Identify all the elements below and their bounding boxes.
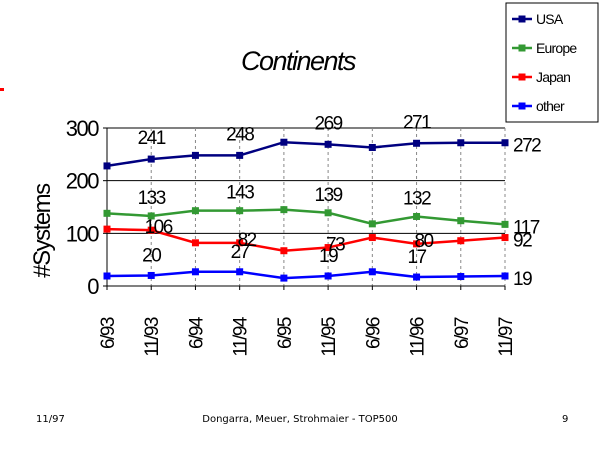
data-point-europe <box>501 220 509 228</box>
series-layer <box>103 138 509 282</box>
data-point-europe <box>457 217 465 225</box>
data-point-other <box>413 273 421 281</box>
data-point-usa <box>147 155 155 163</box>
data-point-other <box>236 268 244 276</box>
data-label: 133 <box>138 188 166 209</box>
x-tick-label: 6/96 <box>363 317 384 349</box>
data-label: 19 <box>513 269 532 290</box>
data-point-japan <box>103 225 111 233</box>
data-point-usa <box>236 151 244 159</box>
data-label: 73 <box>326 235 345 256</box>
series-line-japan <box>106 227 506 252</box>
data-label: 248 <box>226 124 254 145</box>
data-label: 20 <box>142 245 161 266</box>
data-point-usa <box>191 151 199 159</box>
data-point-japan <box>324 244 332 252</box>
footer-date: 11/97 <box>36 414 65 425</box>
data-point-europe <box>413 212 421 220</box>
data-label: 19 <box>319 246 338 267</box>
data-point-other <box>501 272 509 280</box>
legend-entry-japan: Japan <box>536 69 570 85</box>
data-label: 272 <box>513 136 541 157</box>
data-point-europe <box>280 206 288 214</box>
data-label: 269 <box>315 113 343 134</box>
data-point-usa <box>368 143 376 151</box>
data-point-other <box>103 272 111 280</box>
data-point-usa <box>280 138 288 146</box>
data-point-europe <box>103 209 111 217</box>
data-point-japan <box>147 226 155 234</box>
data-point-usa <box>457 139 465 147</box>
data-label: 143 <box>226 183 254 204</box>
series-line-europe <box>106 208 506 226</box>
y-tick-label: 200 <box>66 169 99 194</box>
x-tick-label: 11/93 <box>142 317 163 357</box>
data-label: 241 <box>138 128 166 149</box>
data-point-europe <box>236 207 244 215</box>
legend-entry-europe: Europe <box>536 40 577 56</box>
data-label: 80 <box>414 231 433 252</box>
series-line-usa <box>106 140 505 168</box>
x-tick-label: 11/95 <box>319 317 340 357</box>
data-point-japan <box>501 234 509 242</box>
data-point-europe <box>368 220 376 228</box>
data-point-other <box>147 271 155 279</box>
data-label: 17 <box>407 247 426 268</box>
series-line-other <box>106 270 506 280</box>
legend-swatch-marker <box>518 15 526 23</box>
data-point-other <box>324 272 332 280</box>
chart-title: Continents <box>241 46 356 76</box>
x-tick-label: 6/93 <box>98 317 119 349</box>
data-label: 27 <box>231 242 250 263</box>
data-label: 117 <box>513 217 540 238</box>
legend-swatch-marker <box>518 73 526 81</box>
data-point-japan <box>368 234 376 242</box>
x-tick-label: 11/97 <box>496 317 517 357</box>
data-point-other <box>457 273 465 281</box>
y-tick-label: 300 <box>66 116 99 141</box>
legend-entry-usa: USA <box>536 11 564 27</box>
data-point-usa <box>413 139 421 147</box>
y-tick-label: 0 <box>87 274 99 299</box>
slide-red-mark <box>0 88 4 91</box>
data-label: 139 <box>315 185 343 206</box>
legend-swatch-marker <box>518 44 526 52</box>
footer-authors: Dongarra, Meuer, Strohmaier - TOP500 <box>202 414 398 425</box>
data-point-japan <box>191 239 199 247</box>
data-label: 92 <box>513 231 532 252</box>
continents-chart: Continents #Systems 0 100 200 300 6/93 11/93 6… <box>29 2 599 357</box>
data-point-other <box>280 274 288 282</box>
data-label: 132 <box>403 188 431 209</box>
data-point-europe <box>324 209 332 217</box>
data-point-other <box>368 268 376 276</box>
data-point-japan <box>413 240 421 248</box>
legend-entry-other: other <box>536 98 565 114</box>
footer-page-number: 9 <box>562 414 569 425</box>
x-tick-label: 11/96 <box>408 317 429 357</box>
data-point-japan <box>236 239 244 247</box>
data-point-japan <box>457 237 465 245</box>
x-tick-label: 6/94 <box>186 316 207 349</box>
data-label: 82 <box>238 230 257 251</box>
legend: USA Europe Japan other <box>505 2 599 123</box>
x-tick-label: 6/95 <box>275 317 296 349</box>
legend-swatch-marker <box>518 102 526 110</box>
x-tick-label: 6/97 <box>452 317 473 349</box>
data-point-other <box>191 268 199 276</box>
data-point-usa <box>501 139 509 147</box>
data-point-usa <box>324 140 332 148</box>
data-point-usa <box>103 162 111 170</box>
data-label: 271 <box>403 112 431 133</box>
y-axis-label: #Systems <box>29 183 56 278</box>
data-label: 106 <box>145 217 173 238</box>
grid-layer: 0 100 200 300 6/93 11/93 6/94 11/94 6/95 11/95 6/9… <box>66 116 517 357</box>
legend-box <box>505 2 599 123</box>
y-tick-label: 100 <box>66 221 99 246</box>
data-point-japan <box>280 247 288 255</box>
data-point-europe <box>147 212 155 220</box>
data-point-europe <box>191 207 199 215</box>
x-tick-label: 11/94 <box>231 316 252 357</box>
annotation-layer: 241 248 269 271 272 133 143 139 132 117 106 82 73 80 9… <box>138 112 543 290</box>
